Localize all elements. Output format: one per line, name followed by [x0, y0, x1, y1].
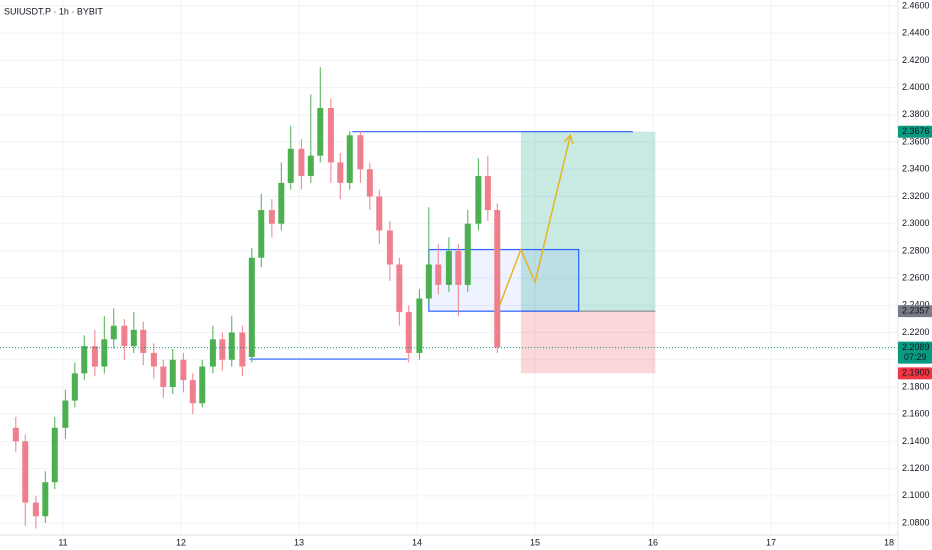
y-tick-label: 2.1800	[902, 381, 930, 391]
candle-body	[494, 210, 501, 348]
candle-body	[287, 148, 294, 183]
y-tick-label: 2.3600	[902, 136, 930, 146]
y-tick-label: 2.2400	[902, 300, 930, 310]
candle-body	[169, 359, 176, 387]
y-tick-label: 2.1000	[902, 490, 930, 500]
y-tick-label: 2.2800	[902, 245, 930, 255]
candle-body	[248, 257, 255, 358]
candle-body	[357, 135, 364, 170]
candle-body	[396, 264, 403, 313]
candle-body	[268, 210, 275, 224]
y-tick-label: 2.1200	[902, 463, 930, 473]
price-tag-label: 2.1900	[902, 368, 930, 378]
y-tick-label: 2.2600	[902, 272, 930, 282]
price-tag	[898, 367, 932, 380]
candle-body	[445, 250, 452, 285]
projection-path	[498, 135, 572, 306]
y-tick-label: 2.1600	[902, 409, 930, 419]
y-tick-label: 2.4600	[902, 0, 930, 10]
x-tick-label: 12	[176, 537, 186, 547]
stop-zone	[520, 311, 656, 374]
candle-body	[366, 169, 373, 197]
candle-body	[101, 339, 108, 367]
candle-body	[150, 352, 157, 367]
y-tick-label: 2.3200	[902, 191, 930, 201]
price-tag-countdown: 07:29	[904, 352, 927, 362]
price-tag-label: 2.3676	[902, 126, 930, 136]
candle-body	[81, 346, 88, 374]
candle-body	[405, 312, 412, 353]
candle-body	[346, 135, 353, 183]
y-tick-label: 2.3800	[902, 109, 930, 119]
candle-body	[484, 176, 491, 211]
candle-body	[425, 264, 432, 299]
y-tick-label: 2.1400	[902, 436, 930, 446]
target-zone	[520, 131, 656, 312]
candle-body	[91, 346, 98, 367]
candle-body	[160, 366, 167, 387]
candle-body	[386, 230, 393, 265]
candle-body	[278, 182, 285, 224]
candle-body	[435, 264, 442, 285]
candle-body	[209, 339, 216, 367]
candle-body	[180, 359, 187, 381]
candle-body	[121, 325, 128, 347]
range-box	[428, 248, 580, 312]
y-tick-label: 2.4200	[902, 55, 930, 65]
chart-title: SUIUSDT.P · 1h · BYBIT	[4, 6, 103, 16]
candle-body	[51, 427, 58, 483]
price-tag-label: 2.2089	[902, 342, 930, 352]
candle-body	[307, 155, 314, 177]
candle-body	[189, 380, 196, 404]
candle-body	[199, 366, 206, 404]
candle-body	[376, 196, 383, 231]
candle-body	[455, 250, 462, 285]
candle-body	[32, 502, 39, 517]
candle-body	[228, 332, 235, 360]
x-tick-label: 13	[294, 537, 304, 547]
candle-body	[464, 223, 471, 285]
candle-body	[239, 332, 246, 367]
x-tick-label: 15	[530, 537, 540, 547]
price-tag	[898, 341, 932, 364]
projection-arrowhead	[563, 133, 574, 145]
x-tick-label: 11	[58, 537, 67, 547]
y-tick-label: 2.3000	[902, 218, 930, 228]
x-tick-label: 18	[884, 537, 894, 547]
candle-body	[416, 298, 423, 353]
candle-body	[110, 325, 117, 340]
candle-body	[298, 148, 305, 177]
candle-body	[62, 400, 69, 428]
price-tag	[898, 305, 932, 318]
candle-body	[22, 441, 29, 503]
candle-body	[130, 329, 137, 347]
x-tick-label: 16	[648, 537, 658, 547]
y-tick-label: 2.0800	[902, 517, 930, 527]
candle-body	[219, 339, 226, 360]
price-tag	[898, 125, 932, 138]
y-tick-label: 2.2200	[902, 327, 930, 337]
candle-body	[327, 108, 334, 163]
y-tick-label: 2.4000	[902, 82, 930, 92]
x-tick-label: 14	[412, 537, 422, 547]
candle-body	[42, 482, 49, 517]
y-tick-label: 2.4400	[902, 28, 930, 38]
y-tick-label: 2.3400	[902, 164, 930, 174]
candle-body	[71, 373, 78, 401]
candle-body	[140, 329, 147, 353]
candle-body	[12, 427, 19, 442]
candle-body	[317, 108, 324, 156]
candle-body	[258, 210, 265, 258]
plot	[0, 0, 898, 535]
candle-body	[475, 176, 482, 224]
candle-body	[337, 162, 344, 183]
x-tick-label: 17	[766, 537, 776, 547]
price-tag-label: 2.2357	[902, 306, 930, 316]
